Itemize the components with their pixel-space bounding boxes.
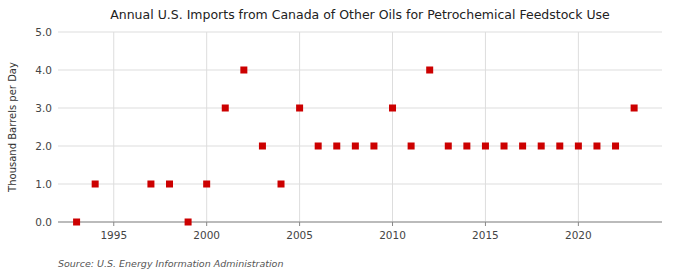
- y-grid-line: [58, 32, 662, 33]
- point: [333, 143, 340, 150]
- x-tick-label: 2005: [286, 229, 313, 241]
- point: [482, 143, 489, 150]
- chart-title: Annual U.S. Imports from Canada of Other…: [110, 7, 610, 22]
- y-grid-line: [58, 70, 662, 71]
- point: [259, 143, 266, 150]
- point: [501, 143, 508, 150]
- y-grid-line: [58, 222, 662, 223]
- x-tick: [113, 222, 114, 226]
- x-tick: [485, 222, 486, 226]
- y-grid-line: [58, 146, 662, 147]
- point: [315, 143, 322, 150]
- x-tick: [206, 222, 207, 226]
- x-tick: [578, 222, 579, 226]
- point: [370, 143, 377, 150]
- point: [240, 67, 247, 74]
- point: [352, 143, 359, 150]
- point: [92, 181, 99, 188]
- grid: [58, 32, 662, 222]
- y-tick-label: 3.0: [35, 102, 52, 114]
- point: [147, 181, 154, 188]
- x-tick-label: 1995: [100, 229, 127, 241]
- y-axis-label: Thousand Barrels per Day: [7, 62, 18, 193]
- points: [73, 67, 638, 226]
- y-grid-line: [58, 108, 662, 109]
- x-tick-label: 2000: [193, 229, 220, 241]
- x-tick-label: 2015: [472, 229, 499, 241]
- point: [389, 105, 396, 112]
- point: [185, 219, 192, 226]
- point: [538, 143, 545, 150]
- point: [593, 143, 600, 150]
- y-tick-label: 4.0: [35, 64, 52, 76]
- point: [556, 143, 563, 150]
- point: [222, 105, 229, 112]
- point: [278, 181, 285, 188]
- x-grid-line: [392, 32, 393, 222]
- point: [519, 143, 526, 150]
- x-tick: [299, 222, 300, 226]
- y-tick-label: 5.0: [35, 26, 52, 38]
- y-tick-label: 2.0: [35, 140, 52, 152]
- point: [575, 143, 582, 150]
- x-grid-line: [485, 32, 486, 222]
- point: [612, 143, 619, 150]
- point: [463, 143, 470, 150]
- x-tick-label: 2010: [379, 229, 406, 241]
- point: [296, 105, 303, 112]
- x-grid-line: [578, 32, 579, 222]
- y-tick-label: 1.0: [35, 178, 52, 190]
- x-tick: [392, 222, 393, 226]
- point: [426, 67, 433, 74]
- point: [631, 105, 638, 112]
- x-grid-line: [113, 32, 114, 222]
- point: [203, 181, 210, 188]
- point: [408, 143, 415, 150]
- point: [445, 143, 452, 150]
- point: [73, 219, 80, 226]
- x-grid-line: [299, 32, 300, 222]
- x-axis-line: [58, 222, 662, 223]
- x-grid-line: [206, 32, 207, 222]
- source-note: Source: U.S. Energy Information Administ…: [58, 258, 283, 269]
- x-tick-label: 2020: [565, 229, 592, 241]
- point: [166, 181, 173, 188]
- y-tick-label: 0.0: [35, 216, 52, 228]
